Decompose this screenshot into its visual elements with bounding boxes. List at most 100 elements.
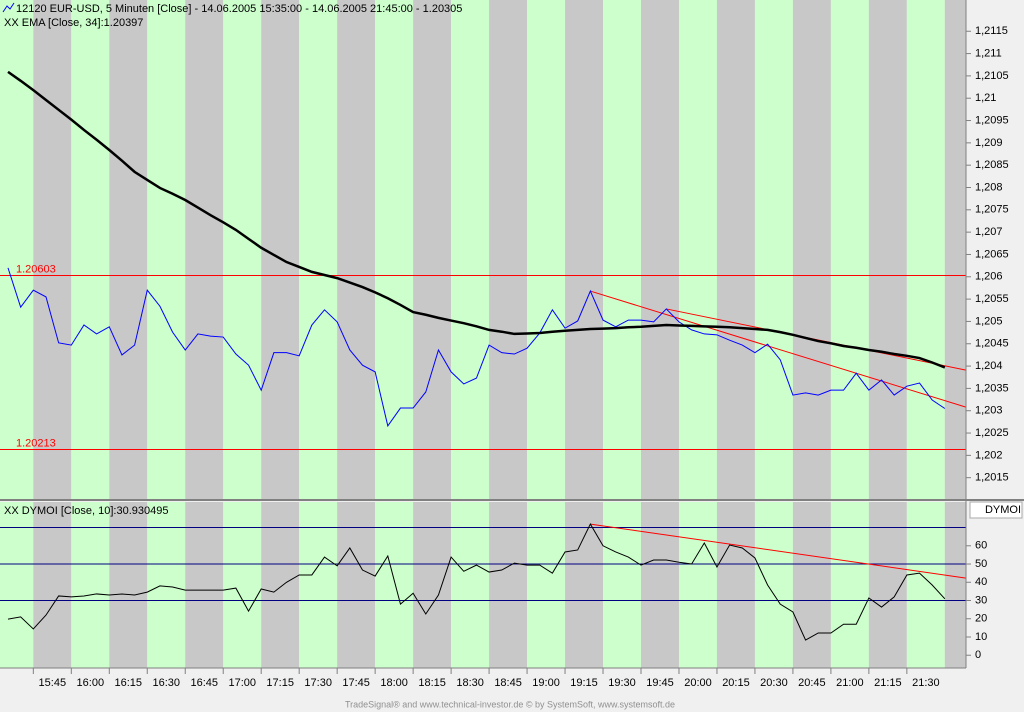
band <box>830 0 869 500</box>
reference-label: 1.20603 <box>16 263 56 275</box>
band <box>678 0 717 500</box>
y-tick-label: 50 <box>975 558 987 570</box>
band <box>375 502 414 668</box>
band <box>185 0 224 500</box>
x-tick-label: 15:45 <box>39 677 67 689</box>
x-tick-label: 17:00 <box>228 677 256 689</box>
series-icon <box>2 2 15 13</box>
x-tick-label: 18:30 <box>456 677 484 689</box>
x-tick-label: 21:30 <box>912 677 940 689</box>
bands <box>0 0 966 668</box>
band <box>792 0 831 500</box>
band <box>527 502 566 668</box>
band <box>754 0 793 500</box>
x-tick-label: 20:30 <box>760 677 788 689</box>
band <box>0 0 34 500</box>
y-tick-label: 1,2035 <box>975 382 1009 394</box>
band <box>641 502 679 668</box>
band <box>906 0 945 500</box>
y-tick-label: 1,211 <box>975 47 1002 59</box>
x-tick-label: 18:45 <box>494 677 522 689</box>
band <box>33 502 72 668</box>
y-tick-label: 10 <box>975 631 987 643</box>
y-tick-label: 1,205 <box>975 315 1003 327</box>
y-tick-label: 1,2025 <box>975 427 1009 439</box>
band <box>868 0 907 500</box>
y-tick-label: 1,2065 <box>975 248 1009 260</box>
x-tick-label: 16:30 <box>152 677 180 689</box>
x-tick-label: 20:15 <box>722 677 750 689</box>
y-tick-label: 1,2075 <box>975 204 1009 216</box>
x-tick-label: 21:00 <box>836 677 864 689</box>
y-tick-label: 0 <box>975 649 981 661</box>
x-tick-label: 16:00 <box>77 677 105 689</box>
band <box>71 0 110 500</box>
plot: 1.20603 1.20213 <box>0 70 966 641</box>
band <box>33 0 72 500</box>
x-tick-label: 18:15 <box>418 677 446 689</box>
band <box>641 0 679 500</box>
x-tick-label: 20:00 <box>684 677 712 689</box>
x-tick-label: 20:45 <box>798 677 826 689</box>
series-name: 12120 EUR-USD, 5 Minuten [Close] - 14.06… <box>16 3 462 15</box>
series-line <box>7 267 946 428</box>
band <box>109 502 148 668</box>
y-tick-label: 30 <box>975 594 987 606</box>
band <box>527 0 566 500</box>
band <box>451 0 490 500</box>
y-tick-label: 1,2085 <box>975 159 1009 171</box>
x-tick-label: 18:00 <box>380 677 408 689</box>
band <box>565 502 604 668</box>
band <box>944 0 966 500</box>
y-tick-label: 1,207 <box>975 226 1003 238</box>
y-tick-label: 1,2055 <box>975 293 1009 305</box>
band <box>261 502 300 668</box>
x-tick-label: 16:15 <box>115 677 143 689</box>
x-tick-label: 19:45 <box>646 677 674 689</box>
band <box>337 0 376 500</box>
y-tick-label: 1,2095 <box>975 114 1009 126</box>
band <box>0 502 34 668</box>
band <box>906 502 945 668</box>
x-tick-label: 21:15 <box>874 677 902 689</box>
band <box>603 502 641 668</box>
band <box>603 0 641 500</box>
band <box>944 502 966 668</box>
band <box>489 0 528 500</box>
band <box>147 0 186 500</box>
series-line <box>7 70 946 369</box>
x-tick-label: 19:15 <box>570 677 598 689</box>
axis-label: DYMOI <box>985 504 1021 516</box>
y-tick-label: 1,208 <box>975 181 1003 193</box>
band <box>223 0 262 500</box>
band <box>109 0 148 500</box>
y-tick-label: 1,2115 <box>975 25 1008 37</box>
x-tick-label: 17:45 <box>342 677 370 689</box>
y-tick-label: 40 <box>975 576 987 588</box>
x-tick-label: 19:30 <box>608 677 636 689</box>
y-tick-label: 1,21 <box>975 92 996 104</box>
y-tick-label: 1,206 <box>975 271 1003 283</box>
y-tick-label: 60 <box>975 540 987 552</box>
trendline <box>590 523 966 579</box>
band <box>716 0 755 500</box>
y-tick-label: 1,204 <box>975 360 1003 372</box>
band <box>830 502 869 668</box>
x-tick-label: 17:15 <box>266 677 294 689</box>
band <box>489 502 528 668</box>
band <box>754 502 793 668</box>
y-tick-label: 20 <box>975 613 987 625</box>
series-name: XX EMA [Close, 34]:1.20397 <box>4 17 143 29</box>
band <box>185 502 224 668</box>
axis-label-box <box>969 501 1023 519</box>
band <box>413 502 452 668</box>
y-tick-label: 1,2015 <box>975 472 1009 484</box>
y-tick-label: 1,2045 <box>975 338 1009 350</box>
band <box>413 0 452 500</box>
x-tick-label: 19:00 <box>532 677 560 689</box>
band <box>451 502 490 668</box>
band <box>565 0 604 500</box>
x-tick-label: 16:45 <box>190 677 218 689</box>
